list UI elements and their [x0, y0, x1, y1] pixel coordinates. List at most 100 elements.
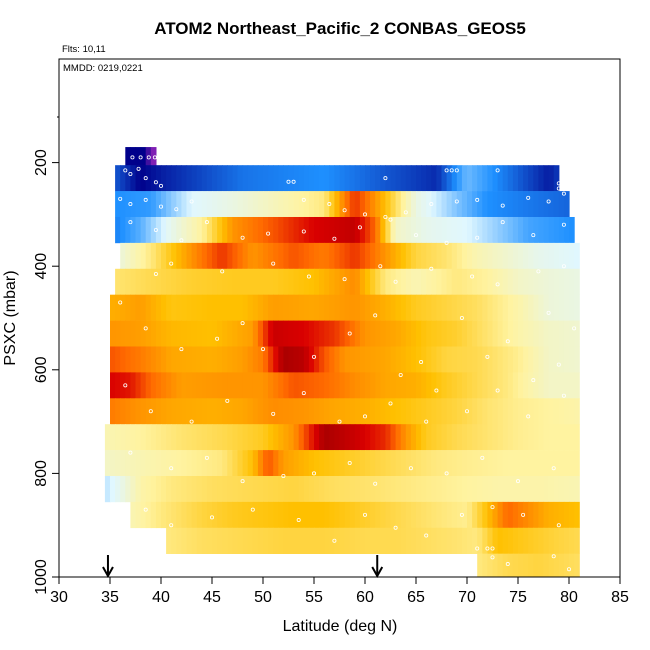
heatmap-cell — [563, 216, 570, 244]
data-point — [480, 455, 485, 460]
heatmap-cell — [553, 294, 560, 321]
heatmap-cell — [512, 242, 519, 270]
heatmap-cell — [135, 165, 142, 192]
heatmap-cell — [426, 191, 432, 218]
heatmap-cell — [518, 475, 524, 503]
heatmap-cell — [354, 346, 361, 373]
heatmap-cell — [303, 268, 310, 295]
heatmap-cell — [431, 346, 437, 373]
heatmap-cell — [135, 147, 142, 166]
heatmap-cell — [410, 242, 417, 270]
heatmap-layer — [166, 527, 580, 554]
heatmap-cell — [263, 268, 269, 295]
heatmap-layer — [104, 424, 580, 451]
heatmap-cell — [574, 242, 580, 270]
heatmap-cell — [115, 372, 121, 399]
data-point — [301, 197, 306, 202]
heatmap-cell — [257, 268, 264, 295]
heatmap-cell — [145, 424, 152, 451]
heatmap-cell — [359, 424, 366, 451]
y-tick-label: 800 — [33, 460, 50, 487]
heatmap-cell — [273, 294, 279, 321]
heatmap-cell — [232, 268, 239, 295]
heatmap-cell — [130, 268, 137, 295]
heatmap-cell — [518, 268, 524, 295]
heatmap-cell — [232, 294, 239, 321]
heatmap-cell — [212, 191, 218, 218]
heatmap-cell — [390, 346, 397, 373]
heatmap-cell — [104, 424, 111, 451]
heatmap-cell — [125, 216, 131, 244]
heatmap-cell — [293, 320, 300, 347]
heatmap-cell — [308, 450, 315, 477]
heatmap-cell — [380, 216, 386, 244]
heatmap-cell — [512, 475, 519, 503]
latitude-arrows — [102, 555, 384, 579]
heatmap-cell — [273, 424, 279, 451]
heatmap-cell — [288, 475, 295, 503]
heatmap-cell — [273, 242, 279, 270]
data-point — [454, 199, 459, 204]
heatmap-cell — [201, 320, 208, 347]
heatmap-cell — [569, 527, 575, 554]
heatmap-cell — [410, 346, 417, 373]
heatmap-cell — [155, 346, 162, 373]
heatmap-cell — [431, 475, 437, 503]
heatmap-cell — [405, 475, 412, 503]
heatmap-cell — [237, 398, 244, 425]
heatmap-cell — [329, 424, 335, 451]
heatmap-cell — [201, 268, 208, 295]
heatmap-cell — [293, 216, 300, 244]
heatmap-cell — [161, 294, 167, 321]
x-tick-label: 30 — [50, 589, 68, 606]
heatmap-cell — [324, 372, 330, 399]
heatmap-cell — [334, 424, 341, 451]
heatmap-cell — [416, 398, 422, 425]
heatmap-cell — [533, 216, 539, 244]
heatmap-cell — [319, 501, 325, 529]
heatmap-cell — [421, 242, 427, 270]
heatmap-cell — [533, 475, 539, 503]
heatmap-cell — [365, 242, 371, 270]
heatmap-cell — [472, 216, 478, 244]
heatmap-cell — [426, 165, 432, 192]
heatmap-cell — [191, 475, 198, 503]
heatmap-cell — [405, 268, 412, 295]
heatmap-cell — [155, 424, 162, 451]
heatmap-cell — [538, 398, 545, 425]
heatmap-cell — [334, 501, 341, 529]
heatmap-cell — [359, 191, 366, 218]
heatmap-cell — [441, 268, 448, 295]
heatmap-cell — [278, 372, 284, 399]
heatmap-cell — [380, 294, 386, 321]
heatmap-cell — [405, 450, 412, 477]
heatmap-cell — [324, 527, 330, 554]
heatmap-cell — [150, 191, 157, 218]
heatmap-cell — [467, 424, 473, 451]
heatmap-cell — [569, 216, 575, 244]
heatmap-cell — [186, 450, 193, 477]
heatmap-cell — [227, 294, 233, 321]
heatmap-cell — [334, 475, 341, 503]
heatmap-cell — [232, 346, 239, 373]
heatmap-cell — [268, 450, 274, 477]
heatmap-cell — [538, 191, 545, 218]
heatmap-cell — [436, 398, 443, 425]
heatmap-cell — [538, 424, 545, 451]
heatmap-cell — [421, 268, 427, 295]
heatmap-cell — [222, 424, 228, 451]
heatmap-cell — [395, 346, 402, 373]
heatmap-cell — [206, 320, 213, 347]
heatmap-cell — [278, 216, 284, 244]
heatmap-cell — [370, 242, 376, 270]
heatmap-cell — [308, 346, 315, 373]
heatmap-cell — [543, 165, 550, 192]
heatmap-cell — [145, 294, 152, 321]
heatmap-cell — [171, 501, 177, 529]
heatmap-cell — [110, 372, 116, 399]
heatmap-cell — [359, 320, 366, 347]
data-point — [342, 208, 347, 213]
heatmap-cell — [569, 268, 575, 295]
heatmap-cell — [451, 268, 458, 295]
